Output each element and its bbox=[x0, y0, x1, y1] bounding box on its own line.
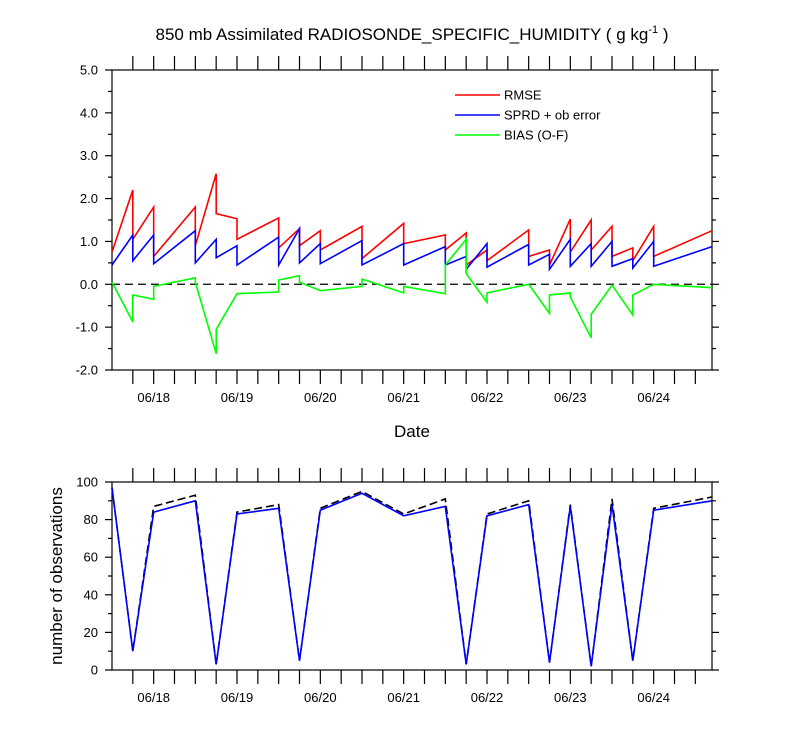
top-xtick-label: 06/24 bbox=[637, 390, 670, 405]
top-ytick-label: -1.0 bbox=[76, 320, 98, 335]
bottom-xtick-label: 06/21 bbox=[387, 690, 420, 705]
top-xtick-label: 06/19 bbox=[221, 390, 254, 405]
rmse-line bbox=[111, 173, 713, 267]
top-xtick-label: 06/18 bbox=[137, 390, 170, 405]
bottom-series-group bbox=[111, 487, 713, 667]
bottom-ytick-label: 40 bbox=[84, 587, 98, 602]
bottom-ytick-label: 20 bbox=[84, 625, 98, 640]
top-ytick-label: 0.0 bbox=[80, 277, 98, 292]
top-xtick-label: 06/22 bbox=[471, 390, 504, 405]
legend: RMSE SPRD + ob error BIAS (O-F) bbox=[455, 88, 601, 143]
top-series-group bbox=[111, 173, 713, 354]
legend-item-sprd: SPRD + ob error bbox=[455, 108, 601, 123]
observations-used-line bbox=[111, 487, 713, 667]
legend-label: BIAS (O-F) bbox=[504, 128, 568, 143]
bottom-xtick-label: 06/19 bbox=[221, 690, 254, 705]
legend-label: RMSE bbox=[504, 88, 542, 103]
bottom-xtick-label: 06/20 bbox=[304, 690, 337, 705]
top-xtick-label: 06/20 bbox=[304, 390, 337, 405]
top-y-axis: -2.0 -1.0 0.0 1.0 2.0 3.0 4.0 5.0 bbox=[76, 63, 719, 378]
bottom-ytick-label: 0 bbox=[91, 663, 98, 678]
bottom-xtick-label: 06/18 bbox=[137, 690, 170, 705]
legend-label: SPRD + ob error bbox=[504, 108, 601, 123]
chart-title: 850 mb Assimilated RADIOSONDE_SPECIFIC_H… bbox=[156, 24, 669, 44]
bottom-ytick-label: 80 bbox=[84, 512, 98, 527]
top-xtick-label: 06/21 bbox=[387, 390, 420, 405]
y-axis-title-observations: number of observations bbox=[47, 487, 66, 665]
top-ytick-label: 4.0 bbox=[80, 105, 98, 120]
legend-item-rmse: RMSE bbox=[455, 88, 542, 103]
bottom-y-axis: 0 20 40 60 80 100 bbox=[76, 475, 719, 678]
x-axis-title: Date bbox=[394, 422, 430, 441]
bottom-xtick-label: 06/23 bbox=[554, 690, 587, 705]
top-x-axis: 06/18 06/19 06/20 06/21 06/22 06/23 06/24 bbox=[132, 56, 696, 405]
top-ytick-label: 2.0 bbox=[80, 191, 98, 206]
legend-item-bias: BIAS (O-F) bbox=[455, 128, 568, 143]
bottom-xtick-label: 06/24 bbox=[637, 690, 670, 705]
bias-line bbox=[111, 237, 713, 354]
top-ytick-label: -2.0 bbox=[76, 363, 98, 378]
top-xtick-label: 06/23 bbox=[554, 390, 587, 405]
bottom-ytick-label: 60 bbox=[84, 550, 98, 565]
bottom-x-axis: 06/18 06/19 06/20 06/21 06/22 06/23 06/24 bbox=[132, 468, 696, 705]
bottom-xtick-label: 06/22 bbox=[471, 690, 504, 705]
top-panel: -2.0-1.00.01.02.03.04.05.0 06/18 06/19 06/… bbox=[76, 56, 719, 441]
bottom-ytick-label: 100 bbox=[76, 475, 98, 490]
top-ytick-label: 5.0 bbox=[80, 63, 98, 78]
sprd-line bbox=[111, 225, 713, 272]
top-ytick-label: 3.0 bbox=[80, 148, 98, 163]
top-ytick-label: 1.0 bbox=[80, 234, 98, 249]
